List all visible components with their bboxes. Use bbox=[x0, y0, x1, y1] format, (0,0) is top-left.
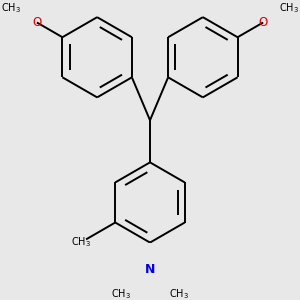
Text: N: N bbox=[145, 263, 155, 276]
Text: CH$_3$: CH$_3$ bbox=[1, 1, 21, 15]
Text: CH$_3$: CH$_3$ bbox=[111, 287, 131, 300]
Text: CH$_3$: CH$_3$ bbox=[71, 235, 91, 249]
Text: CH$_3$: CH$_3$ bbox=[169, 287, 189, 300]
Text: O: O bbox=[32, 16, 41, 29]
Text: O: O bbox=[259, 16, 268, 29]
Text: CH$_3$: CH$_3$ bbox=[279, 1, 299, 15]
